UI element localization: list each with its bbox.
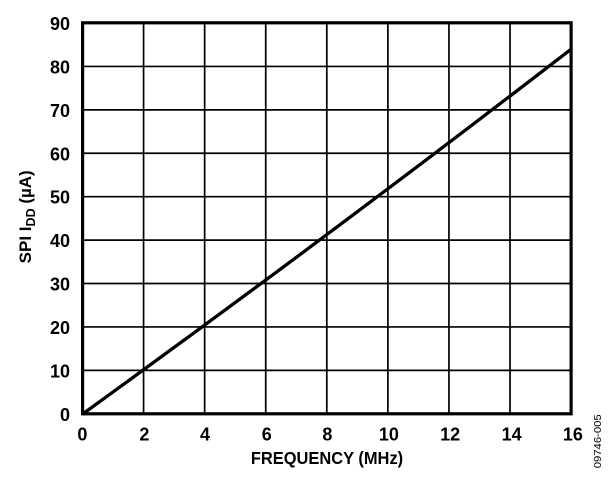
- svg-text:09746-005: 09746-005: [592, 414, 604, 468]
- svg-text:50: 50: [50, 188, 70, 208]
- svg-text:0: 0: [77, 424, 87, 444]
- svg-text:80: 80: [50, 57, 70, 77]
- svg-text:60: 60: [50, 144, 70, 164]
- svg-text:10: 10: [379, 424, 399, 444]
- svg-text:8: 8: [322, 424, 332, 444]
- svg-text:12: 12: [440, 424, 460, 444]
- svg-text:30: 30: [50, 275, 70, 295]
- svg-text:90: 90: [50, 14, 70, 34]
- svg-text:20: 20: [50, 318, 70, 338]
- svg-text:70: 70: [50, 101, 70, 121]
- svg-text:40: 40: [50, 231, 70, 251]
- svg-text:FREQUENCY (MHz): FREQUENCY (MHz): [251, 448, 403, 468]
- svg-text:14: 14: [502, 424, 522, 444]
- svg-text:2: 2: [139, 424, 149, 444]
- svg-text:16: 16: [563, 424, 583, 444]
- svg-text:10: 10: [50, 361, 70, 381]
- svg-text:6: 6: [262, 424, 272, 444]
- svg-text:4: 4: [200, 424, 210, 444]
- svg-text:SPI IDD (µA): SPI IDD (µA): [16, 170, 38, 263]
- svg-text:0: 0: [60, 405, 70, 425]
